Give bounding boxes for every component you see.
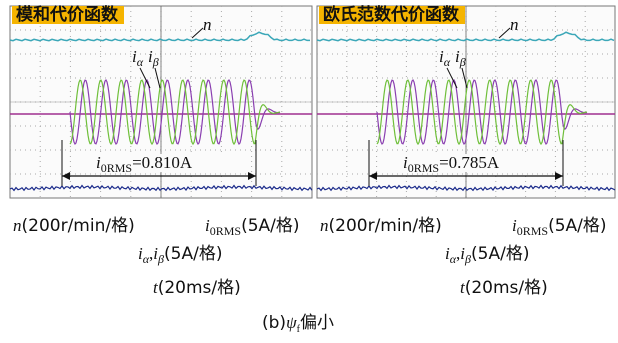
text-part: (20ms/格) [465,278,548,298]
panel-title: 模和代价函数 [16,4,119,25]
text-part: n [13,216,22,235]
text-part: (200r/min/格) [329,216,442,236]
text-part: (5A/格) [164,244,222,264]
text-part: (5A/格) [548,216,606,236]
speed-label: n [203,15,212,34]
time-scale: t(20ms/格) [460,278,548,298]
text-part: =0.810A [132,153,193,172]
speed-scale: n(200r/min/格) [320,216,442,236]
figure: 模和代价函数niαiβi0RMS=0.810An(200r/min/格)i0RM… [0,0,618,343]
text-part: (5A/格) [241,216,299,236]
text-part: 偏小 [300,313,334,333]
text-part: 0RMS [210,224,241,238]
text-part: β [459,55,466,69]
speed-label: n [510,15,519,34]
speed-scale: n(200r/min/格) [13,216,135,236]
text-part: β [157,252,164,266]
panel-title: 欧氏范数代价函数 [323,4,460,25]
text-part: ψ [286,313,297,332]
current-scale: iα,iβ(5A/格) [138,244,222,266]
text-part: (20ms/格) [158,278,241,298]
rms-scale: i0RMS(5A/格) [512,216,607,238]
text-part: =0.785A [439,153,500,172]
text-part: n [320,216,329,235]
current-scale: iα,iβ(5A/格) [445,244,529,266]
text-part: 0RMS [517,224,548,238]
text-part: α [444,55,451,69]
text-part: (b) [262,313,286,333]
text-part: 0RMS [408,161,439,175]
text-part: β [152,55,159,69]
text-part: (5A/格) [471,244,529,264]
text-part: α [137,55,144,69]
time-scale: t(20ms/格) [153,278,241,298]
text-part: (200r/min/格) [22,216,135,236]
caption: (b)ψf偏小 [262,313,334,335]
text-part: 0RMS [101,161,132,175]
rms-scale: i0RMS(5A/格) [205,216,300,238]
text-part: β [464,252,471,266]
